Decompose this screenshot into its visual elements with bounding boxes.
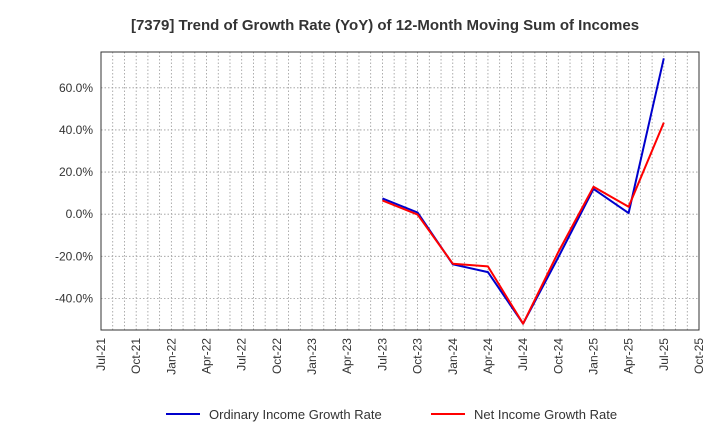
- series-lines: [382, 58, 665, 325]
- x-tick-label: Apr-25: [622, 338, 636, 374]
- x-tick-label: Oct-24: [551, 338, 565, 374]
- x-axis: Jul-21 Oct-21 Jan-22 Apr-22 Jul-22 Oct-22 Jan-…: [94, 338, 706, 375]
- y-tick-label: 60.0%: [59, 81, 93, 95]
- x-tick-label: Apr-22: [200, 338, 214, 374]
- x-tick-label: Jul-24: [516, 338, 530, 371]
- legend: Ordinary Income Growth Rate Net Income Gr…: [166, 407, 617, 422]
- x-tick-label: Jan-23: [305, 338, 319, 375]
- y-tick-label: 0.0%: [66, 207, 94, 221]
- y-axis: -40.0% -20.0% 0.0% 20.0% 40.0% 60.0%: [55, 81, 93, 306]
- y-tick-label: 40.0%: [59, 123, 93, 137]
- x-tick-label: Apr-24: [481, 338, 495, 374]
- x-tick-label: Jan-22: [164, 338, 178, 375]
- plot-area: [100, 51, 700, 331]
- x-tick-label: Oct-22: [270, 338, 284, 374]
- chart-title: [7379] Trend of Growth Rate (YoY) of 12-…: [131, 17, 639, 34]
- grid: [101, 52, 699, 330]
- x-tick-label: Jul-23: [375, 338, 389, 371]
- x-tick-label: Jan-25: [586, 338, 600, 375]
- y-tick-label: 20.0%: [59, 165, 93, 179]
- y-tick-label: -20.0%: [55, 249, 93, 263]
- x-tick-label: Oct-25: [692, 338, 706, 374]
- x-tick-label: Jul-21: [94, 338, 108, 371]
- x-tick-label: Jul-25: [657, 338, 671, 371]
- x-tick-label: Jan-24: [446, 338, 460, 375]
- series-line: [382, 122, 665, 325]
- x-tick-label: Oct-23: [411, 338, 425, 374]
- x-tick-label: Jul-22: [235, 338, 249, 371]
- legend-label: Ordinary Income Growth Rate: [209, 407, 382, 422]
- x-tick-label: Apr-23: [340, 338, 354, 374]
- x-tick-label: Oct-21: [129, 338, 143, 374]
- legend-label: Net Income Growth Rate: [474, 407, 617, 422]
- y-tick-label: -40.0%: [55, 291, 93, 305]
